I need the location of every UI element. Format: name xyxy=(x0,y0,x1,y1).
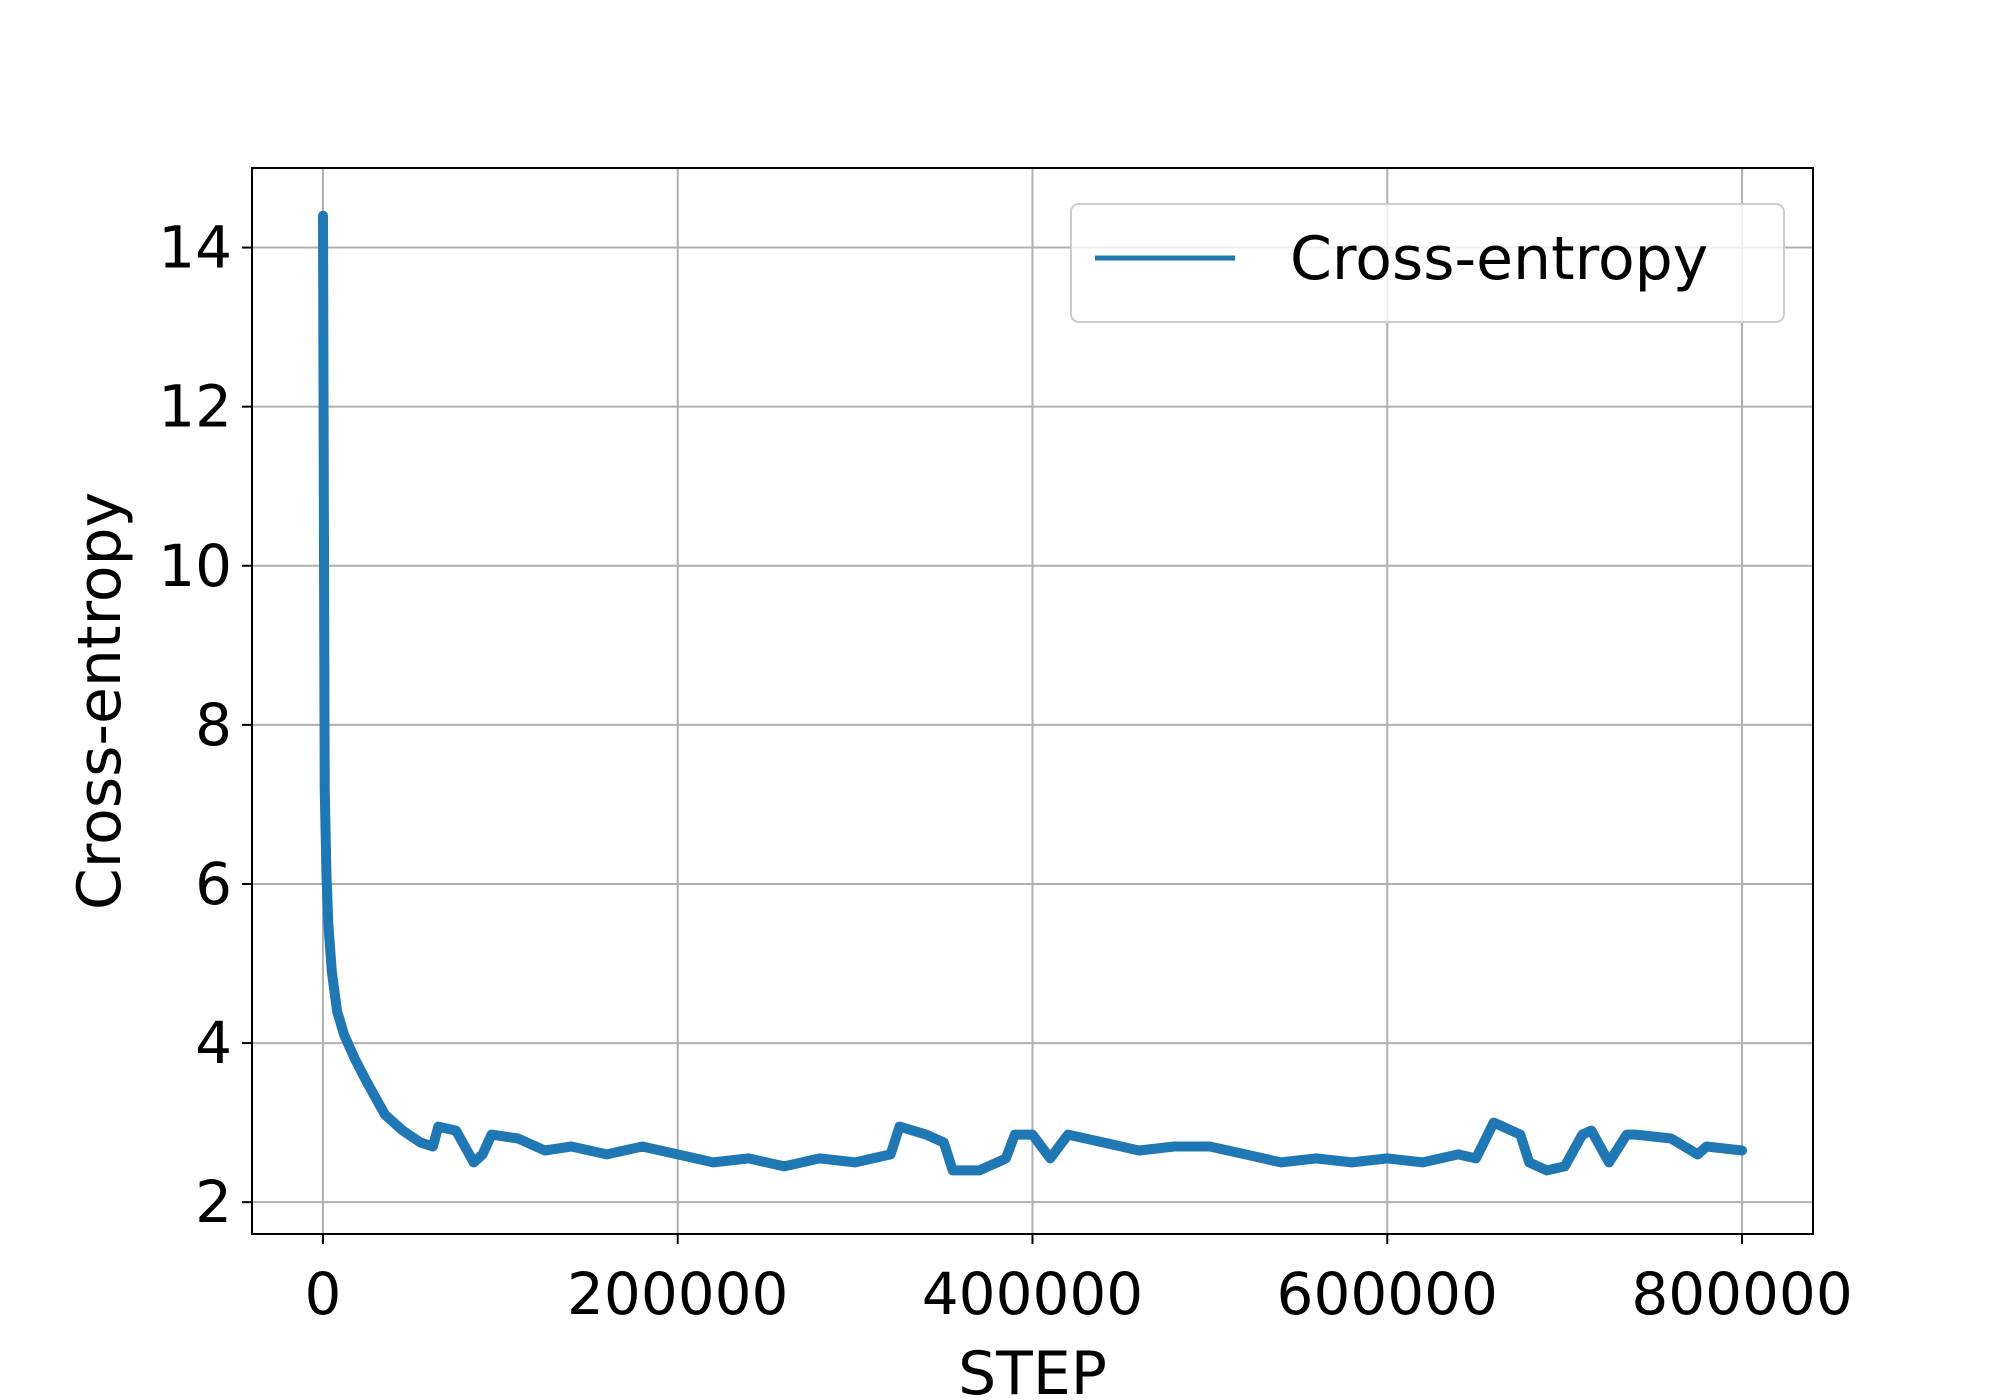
data-point xyxy=(365,1080,370,1085)
data-point xyxy=(1278,1160,1283,1165)
grid xyxy=(252,168,1813,1234)
data-point xyxy=(480,1152,485,1157)
data-point xyxy=(711,1160,716,1165)
data-point xyxy=(436,1124,441,1129)
data-point xyxy=(675,1152,680,1157)
data-point xyxy=(1385,1156,1390,1161)
data-point xyxy=(326,921,331,926)
data-point xyxy=(352,1057,357,1061)
data-point xyxy=(1030,1132,1035,1137)
data-point xyxy=(1589,1128,1594,1133)
data-point xyxy=(418,1140,423,1145)
x-tick-label: 400000 xyxy=(922,1260,1143,1328)
data-point xyxy=(1207,1144,1212,1149)
y-tick-label: 6 xyxy=(195,850,232,918)
y-tick-label: 14 xyxy=(158,214,232,282)
data-point xyxy=(924,1132,929,1137)
data-point xyxy=(430,1144,435,1149)
data-point xyxy=(383,1112,387,1117)
data-point xyxy=(1695,1152,1700,1157)
data-point xyxy=(489,1132,494,1137)
data-point xyxy=(746,1156,751,1161)
data-point xyxy=(342,1033,347,1038)
data-point xyxy=(516,1136,521,1141)
data-point xyxy=(1527,1160,1532,1165)
data-point xyxy=(569,1144,574,1149)
data-point xyxy=(1003,1156,1008,1161)
data-point xyxy=(853,1160,858,1165)
data-point xyxy=(1066,1132,1070,1137)
data-point xyxy=(1456,1152,1461,1157)
data-point xyxy=(1474,1156,1478,1161)
data-point xyxy=(1048,1156,1053,1161)
data-point xyxy=(782,1164,787,1169)
data-point xyxy=(322,786,327,791)
y-tick-label: 2 xyxy=(195,1168,232,1236)
data-point xyxy=(1740,1148,1744,1153)
data-point xyxy=(950,1168,955,1173)
data-point xyxy=(329,969,334,974)
data-point xyxy=(1518,1132,1523,1137)
data-point xyxy=(324,874,329,878)
axis-ticks: 0 200000 400000 600000 800000 2 4 6 8 10 12 14 xyxy=(158,214,1853,1328)
data-point xyxy=(1136,1148,1141,1153)
data-point xyxy=(1633,1132,1638,1137)
data-point xyxy=(1544,1168,1549,1173)
x-tick-label: 200000 xyxy=(567,1260,788,1328)
data-point xyxy=(1349,1160,1354,1165)
y-tick-label: 10 xyxy=(158,532,232,600)
y-tick-label: 12 xyxy=(158,373,232,441)
data-point xyxy=(1243,1152,1248,1157)
data-point xyxy=(897,1124,902,1129)
plot-area-frame xyxy=(251,167,1814,1235)
data-point xyxy=(1624,1132,1629,1137)
x-tick-label: 0 xyxy=(305,1260,342,1328)
series-layer xyxy=(318,210,1747,1176)
legend: Cross-entropy xyxy=(1070,203,1785,323)
data-point xyxy=(1704,1144,1709,1149)
x-tick-label: 600000 xyxy=(1277,1260,1498,1328)
data-point xyxy=(941,1140,946,1145)
legend-label: Cross-entropy xyxy=(1290,224,1708,294)
data-point xyxy=(471,1160,476,1165)
data-point xyxy=(1491,1120,1496,1125)
data-point xyxy=(1669,1136,1674,1141)
data-point xyxy=(454,1128,458,1133)
x-axis-label: STEP xyxy=(958,1339,1107,1400)
data-point xyxy=(888,1152,893,1157)
data-point xyxy=(1314,1156,1319,1161)
y-tick-label: 4 xyxy=(195,1009,232,1077)
data-point xyxy=(1607,1160,1611,1165)
data-point xyxy=(1562,1164,1567,1169)
series-line xyxy=(318,210,1747,1176)
data-point xyxy=(1172,1144,1177,1149)
data-point xyxy=(400,1128,405,1133)
x-tick-label: 800000 xyxy=(1631,1260,1852,1328)
data-point xyxy=(542,1148,547,1153)
y-axis-label: Cross-entropy xyxy=(65,492,135,910)
data-point xyxy=(335,1009,340,1014)
data-point xyxy=(640,1144,645,1149)
data-point xyxy=(1012,1132,1017,1137)
data-point xyxy=(1580,1132,1585,1137)
data-point xyxy=(977,1168,982,1173)
data-point xyxy=(321,213,325,218)
data-point xyxy=(1420,1160,1425,1165)
legend-box xyxy=(1070,203,1785,323)
data-point xyxy=(1101,1140,1106,1145)
data-point xyxy=(604,1152,609,1157)
y-tick-label: 8 xyxy=(195,691,232,759)
data-point xyxy=(817,1156,822,1161)
